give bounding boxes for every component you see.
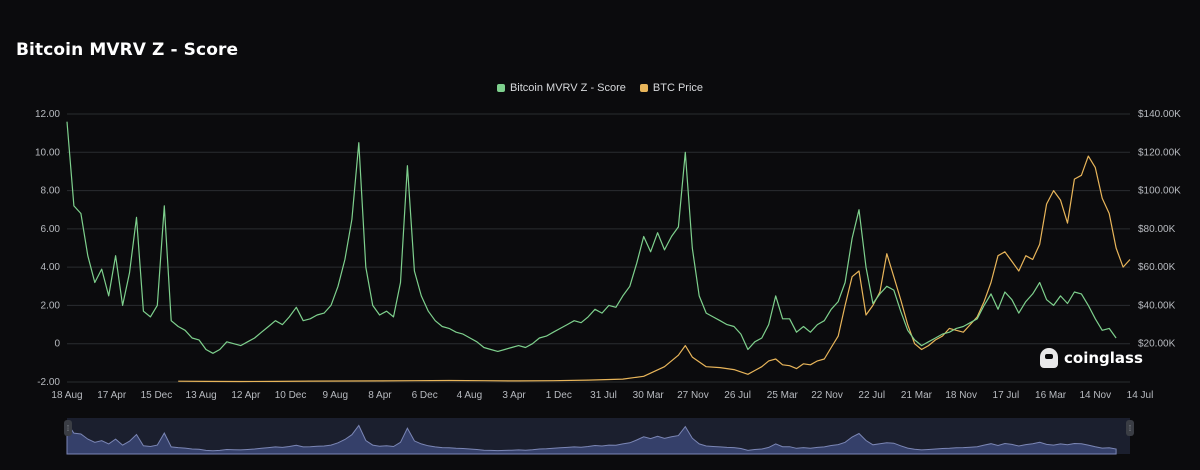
legend-swatch-z-score (496, 84, 505, 92)
y-right-tick-label: $100.00K (1138, 186, 1181, 197)
x-tick-label: 3 Apr (502, 390, 526, 401)
x-tick-label: 13 Aug (186, 390, 217, 401)
series-line-z-score (66, 121, 1117, 354)
y-right-tick-label: $120.00K (1138, 147, 1181, 158)
legend: Bitcoin MVRV Z - Score BTC Price (0, 82, 1200, 94)
x-tick-label: 14 Nov (1079, 390, 1111, 401)
x-tick-label: 6 Dec (412, 390, 438, 401)
y-left-tick-label: 12.00 (35, 109, 60, 120)
y-right-tick-label: $80.00K (1138, 224, 1176, 235)
x-tick-label: 22 Nov (811, 390, 843, 401)
x-tick-label: 12 Apr (231, 390, 261, 401)
x-tick-label: 17 Apr (97, 390, 127, 401)
x-tick-label: 15 Dec (141, 390, 173, 401)
legend-label-btc-price: BTC Price (652, 82, 704, 94)
x-tick-label: 22 Jul (858, 390, 885, 401)
x-tick-label: 18 Nov (945, 390, 977, 401)
x-tick-label: 31 Jul (590, 390, 617, 401)
x-tick-label: 30 Mar (633, 390, 665, 401)
x-tick-label: 25 Mar (767, 390, 799, 401)
legend-label-z-score: Bitcoin MVRV Z - Score (509, 82, 626, 94)
y-left-tick-label: 6.00 (41, 224, 61, 235)
x-tick-label: 18 Aug (51, 390, 82, 401)
y-left-tick-label: 10.00 (35, 147, 60, 158)
x-tick-label: 17 Jul (993, 390, 1020, 401)
y-left-tick-label: 4.00 (41, 262, 61, 273)
x-tick-label: 8 Apr (368, 390, 392, 401)
legend-item-z-score[interactable]: Bitcoin MVRV Z - Score (496, 82, 626, 94)
series-line-btc-price (178, 155, 1131, 383)
y-left-tick-label: 0 (54, 339, 60, 350)
coinglass-logo-icon (1040, 348, 1058, 368)
y-left-tick-label: 2.00 (41, 300, 61, 311)
y-right-tick-label: $140.00K (1138, 109, 1181, 120)
watermark-text: coinglass (1064, 349, 1143, 367)
x-tick-label: 16 Mar (1035, 390, 1067, 401)
y-right-tick-label: $60.00K (1138, 262, 1176, 273)
navigator-series-area (66, 421, 1117, 455)
navigator-left-handle[interactable]: ⁞ (64, 420, 72, 436)
y-right-tick-label: $20.00K (1138, 339, 1176, 350)
x-tick-label: 10 Dec (275, 390, 307, 401)
x-tick-label: 27 Nov (677, 390, 709, 401)
x-tick-label: 26 Jul (724, 390, 751, 401)
legend-swatch-btc-price (639, 84, 648, 92)
navigator-right-handle[interactable]: ⁞ (1126, 420, 1134, 436)
y-right-tick-label: $40.00K (1138, 300, 1176, 311)
y-left-tick-label: 8.00 (41, 186, 61, 197)
y-left-tick-label: -2.00 (37, 377, 60, 388)
x-tick-label: 1 Dec (546, 390, 572, 401)
x-tick-label: 14 Jul (1127, 390, 1154, 401)
x-tick-label: 9 Aug (322, 390, 348, 401)
watermark: coinglass (1040, 348, 1143, 368)
legend-item-btc-price[interactable]: BTC Price (639, 82, 704, 94)
x-tick-label: 4 Aug (457, 390, 483, 401)
x-tick-label: 21 Mar (901, 390, 933, 401)
chart-title: Bitcoin MVRV Z - Score (16, 40, 239, 60)
